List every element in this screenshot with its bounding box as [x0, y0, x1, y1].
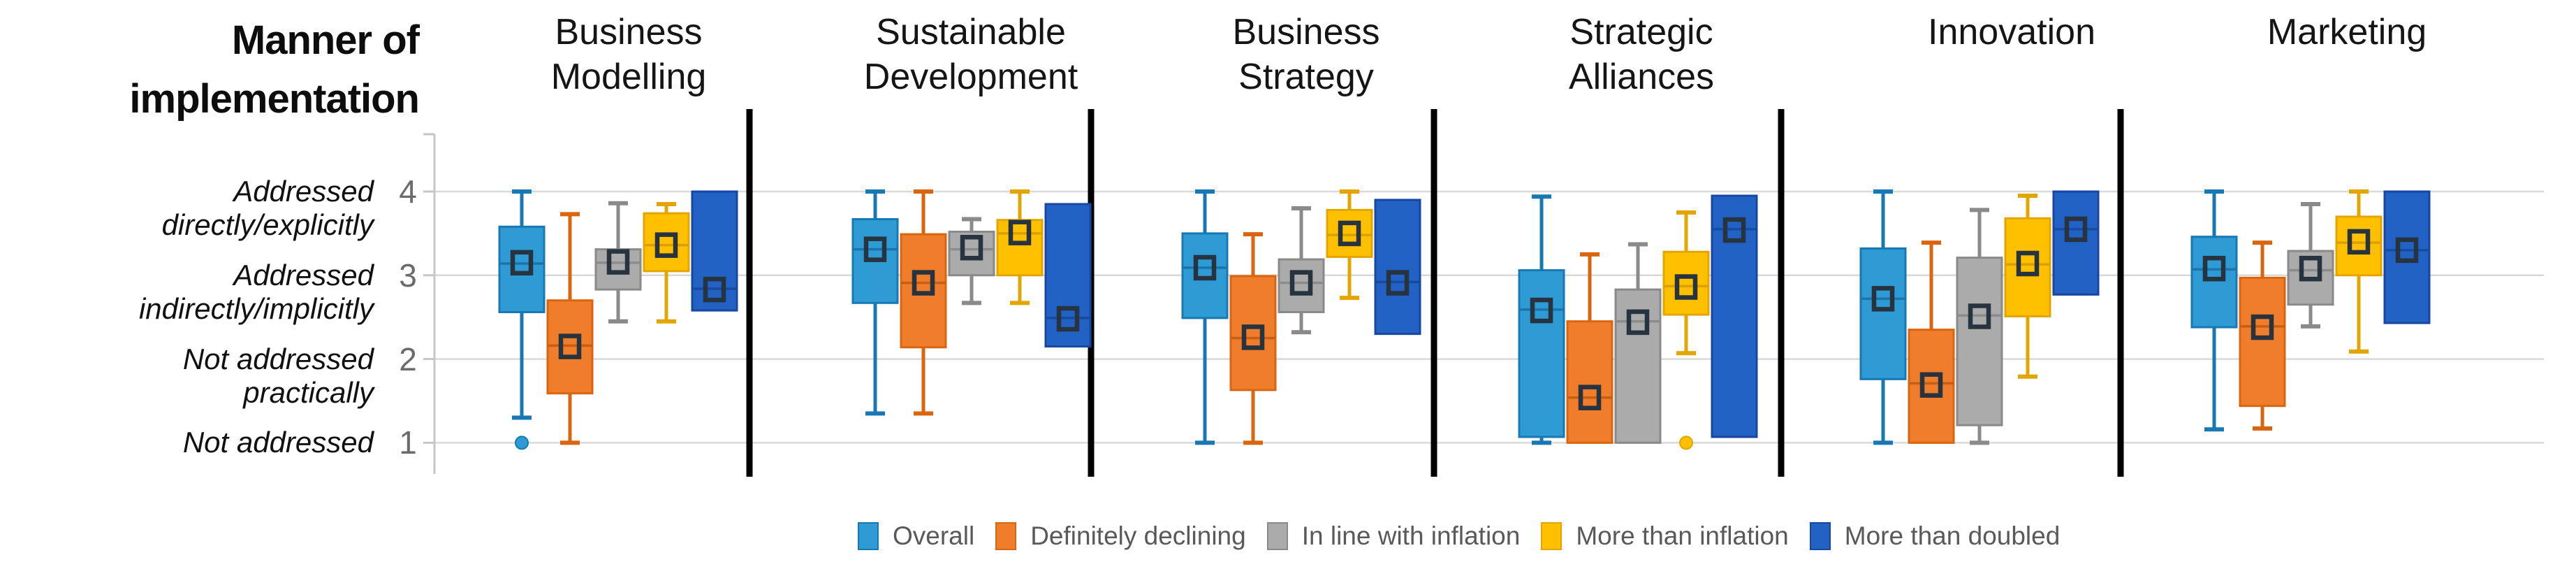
legend-item-definitely-declining: Definitely declining	[995, 521, 1246, 551]
y-axis-label-3: Addressed indirectly/implicitly	[138, 259, 374, 325]
y-tick-2: 2	[399, 341, 417, 377]
legend: Overall Definitely declining In line wit…	[858, 521, 2060, 551]
column-header-marketing: Marketing	[2267, 12, 2427, 52]
legend-item-more-than-doubled: More than doubled	[1809, 521, 2060, 551]
y-axis-label-1: Not addressed	[182, 426, 374, 459]
legend-swatch-overall	[858, 522, 879, 550]
y-axis-label-4: Addressed directly/explicitly	[161, 175, 374, 241]
column-header-business-modelling: Business Modelling	[550, 12, 707, 97]
y-tick-3: 3	[399, 257, 417, 294]
y-tick-4: 4	[399, 173, 417, 210]
column-header-innovation: Innovation	[1928, 12, 2095, 52]
y-tick-1: 1	[399, 424, 417, 461]
column-header-sustainable-development: Sustainable Development	[863, 12, 1078, 97]
chart-title-line2: implementation	[129, 76, 420, 122]
chart-title: Manner of implementation	[0, 11, 420, 129]
legend-swatch-definitely-declining	[995, 522, 1017, 550]
legend-item-in-line-with-inflation: In line with inflation	[1266, 521, 1520, 551]
y-axis-label-2: Not addressed practically	[182, 343, 374, 409]
legend-item-overall: Overall	[858, 521, 974, 551]
legend-swatch-more-than-inflation	[1541, 522, 1563, 550]
column-header-business-strategy: Business Strategy	[1232, 12, 1380, 97]
legend-item-more-than-inflation: More than inflation	[1541, 521, 1789, 551]
chart-title-line1: Manner of	[231, 17, 420, 63]
legend-swatch-more-than-doubled	[1809, 522, 1831, 550]
column-header-strategic-alliances: Strategic Alliances	[1568, 12, 1715, 97]
legend-swatch-in-line-with-inflation	[1266, 522, 1288, 550]
